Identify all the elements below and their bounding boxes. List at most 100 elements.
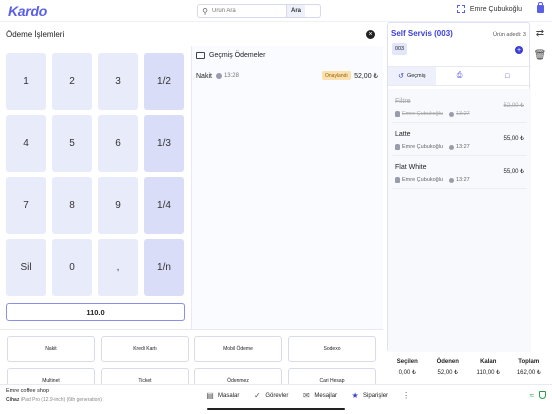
- tab-note[interactable]: □: [483, 67, 531, 85]
- item-name: Filtre: [395, 98, 411, 105]
- nav-item[interactable]: ★ Siparişler: [351, 391, 389, 400]
- keypad-key[interactable]: 2: [52, 53, 92, 110]
- payment-method-button[interactable]: Mobil Ödeme: [194, 336, 282, 362]
- clock-icon: [448, 111, 454, 117]
- search-input[interactable]: [212, 8, 286, 14]
- nav-item[interactable]: ✉ Mesajlar: [302, 391, 338, 400]
- item-price: 55,00 ₺: [503, 136, 525, 142]
- order-item[interactable]: Filtre 52,00 ₺ Emre Çubukoğlu 13:27: [392, 93, 527, 123]
- keypad-key[interactable]: 5: [52, 115, 92, 172]
- tab-history-label: Geçmiş: [406, 73, 426, 79]
- item-count: Ürün adedi: 3: [492, 32, 526, 38]
- note-icon: □: [505, 72, 510, 80]
- history-title: Geçmiş Ödemeler: [209, 52, 266, 59]
- order-item[interactable]: Latte 55,00 ₺ Emre Çubukoğlu 13:27: [392, 126, 527, 156]
- keypad-key[interactable]: 1/3: [144, 115, 184, 172]
- item-time: 13:27: [455, 177, 470, 183]
- total-label: Ödenen: [436, 359, 459, 365]
- printer-icon: ⎙: [456, 72, 463, 79]
- tab-history[interactable]: ↺ Geçmiş: [388, 67, 436, 85]
- receipt-icon: [196, 52, 205, 59]
- item-name: Latte: [395, 131, 411, 138]
- nav-item[interactable]: ▤ Masalar: [206, 391, 240, 400]
- keypad-key[interactable]: 1/2: [144, 53, 184, 110]
- shop-name: Emre coffee shop: [6, 388, 50, 394]
- more-icon[interactable]: ⋮: [402, 391, 411, 400]
- keypad-key[interactable]: 9: [98, 177, 138, 234]
- item-time: 13:27: [455, 111, 470, 117]
- trash-icon[interactable]: 🗑: [533, 49, 547, 61]
- messages-icon: ✉: [303, 391, 310, 400]
- nav-label: Siparişler: [363, 392, 389, 399]
- item-meta: Emre Çubukoğlu 13:27: [395, 144, 470, 150]
- total-column: Seçilen 0,00 ₺: [387, 355, 428, 383]
- close-button[interactable]: ×: [366, 30, 375, 39]
- keypad-key[interactable]: 0: [52, 239, 92, 296]
- fullscreen-icon[interactable]: [456, 5, 465, 13]
- history-time: 13:28: [223, 73, 239, 79]
- total-label: Seçilen: [396, 359, 418, 365]
- payment-title: Ödeme İşlemleri: [6, 29, 65, 39]
- transfer-icon[interactable]: ⇄: [535, 27, 545, 39]
- keypad-key[interactable]: ,: [98, 239, 138, 296]
- total-column: Ödenen 52,00 ₺: [428, 355, 469, 383]
- home-indicator: [207, 408, 345, 410]
- item-meta: Emre Çubukoğlu 13:27: [395, 177, 470, 183]
- history-icon: ↺: [398, 73, 404, 80]
- payment-method-button[interactable]: Sodexo: [288, 336, 376, 362]
- total-label: Toplam: [518, 359, 540, 365]
- payment-method-button[interactable]: Kredi Kartı: [101, 336, 189, 362]
- user-name[interactable]: Emre Çubukoğlu: [469, 5, 522, 13]
- item-user: Emre Çubukoğlu: [402, 144, 443, 150]
- total-value: 162,00 ₺: [516, 370, 541, 376]
- nav-label: Masalar: [218, 392, 240, 399]
- search-button[interactable]: Ara: [286, 5, 306, 17]
- keypad-key[interactable]: 8: [52, 177, 92, 234]
- table-chip[interactable]: 003: [392, 43, 407, 55]
- tab-print[interactable]: ⎙: [436, 67, 484, 85]
- item-time: 13:27: [455, 144, 470, 150]
- order-panel: Self Servis (003) Ürün adedi: 3 003 + ↺ …: [387, 22, 531, 352]
- keypad-key[interactable]: 3: [98, 53, 138, 110]
- total-label: Kalan: [480, 359, 497, 365]
- total-value: 52,00 ₺: [437, 370, 459, 376]
- search-icon: ⚲: [202, 6, 208, 16]
- user-icon: [395, 177, 400, 183]
- keypad-key[interactable]: Sil: [6, 239, 46, 296]
- nav-label: Mesajlar: [314, 392, 338, 399]
- lock-icon[interactable]: [537, 2, 544, 13]
- payment-method-button[interactable]: Nakit: [7, 336, 95, 362]
- side-actions: ⇄ 🗑: [533, 26, 549, 70]
- total-column: Toplam 162,00 ₺: [509, 355, 550, 383]
- order-items: Filtre 52,00 ₺ Emre Çubukoğlu 13:27 Latte 55,…: [388, 89, 531, 352]
- keypad-key[interactable]: 1/n: [144, 239, 184, 296]
- order-item[interactable]: Flat White 55,00 ₺ Emre Çubukoğlu 13:27: [392, 159, 527, 189]
- total-value: 0,00 ₺: [398, 370, 416, 376]
- item-user: Emre Çubukoğlu: [402, 111, 443, 117]
- item-price: 52,00 ₺: [503, 103, 525, 109]
- nav-label: Görevler: [265, 392, 289, 399]
- tasks-icon: ✓: [253, 391, 261, 400]
- top-bar: Kardo ⚲ Ara Emre Çubukoğlu: [0, 0, 552, 22]
- order-tabs: ↺ Geçmiş ⎙ □: [388, 66, 531, 86]
- keypad-key[interactable]: 6: [98, 115, 138, 172]
- app-logo: Kardo: [8, 3, 47, 19]
- device-info: Cihaz iPad Pro (12.9-inch) (6th generati…: [6, 397, 102, 403]
- user-icon: [395, 111, 400, 117]
- nav-item[interactable]: ✓ Görevler: [253, 391, 289, 400]
- history-row[interactable]: Nakit 13:28 Onaylandı 52,00 ₺: [196, 70, 382, 82]
- order-totals: Seçilen 0,00 ₺ Ödenen 52,00 ₺ Kalan 110,00 ₺ T…: [387, 355, 549, 383]
- keypad-key[interactable]: 4: [6, 115, 46, 172]
- clock-icon: [448, 144, 454, 150]
- keypad-key[interactable]: 7: [6, 177, 46, 234]
- history-amount: 52,00 ₺: [354, 73, 378, 80]
- tables-icon: ▤: [206, 391, 214, 400]
- wifi-icon: ≈: [529, 391, 534, 400]
- amount-field[interactable]: 110.0: [6, 303, 185, 321]
- total-column: Kalan 110,00 ₺: [468, 355, 509, 383]
- bottom-nav: ▤ Masalar ✓ Görevler ✉ Mesajlar ★ Siparişler ⋮: [206, 391, 410, 400]
- device-label: Cihaz: [6, 397, 20, 403]
- add-button[interactable]: +: [515, 46, 523, 54]
- keypad-key[interactable]: 1/4: [144, 177, 184, 234]
- keypad-key[interactable]: 1: [6, 53, 46, 110]
